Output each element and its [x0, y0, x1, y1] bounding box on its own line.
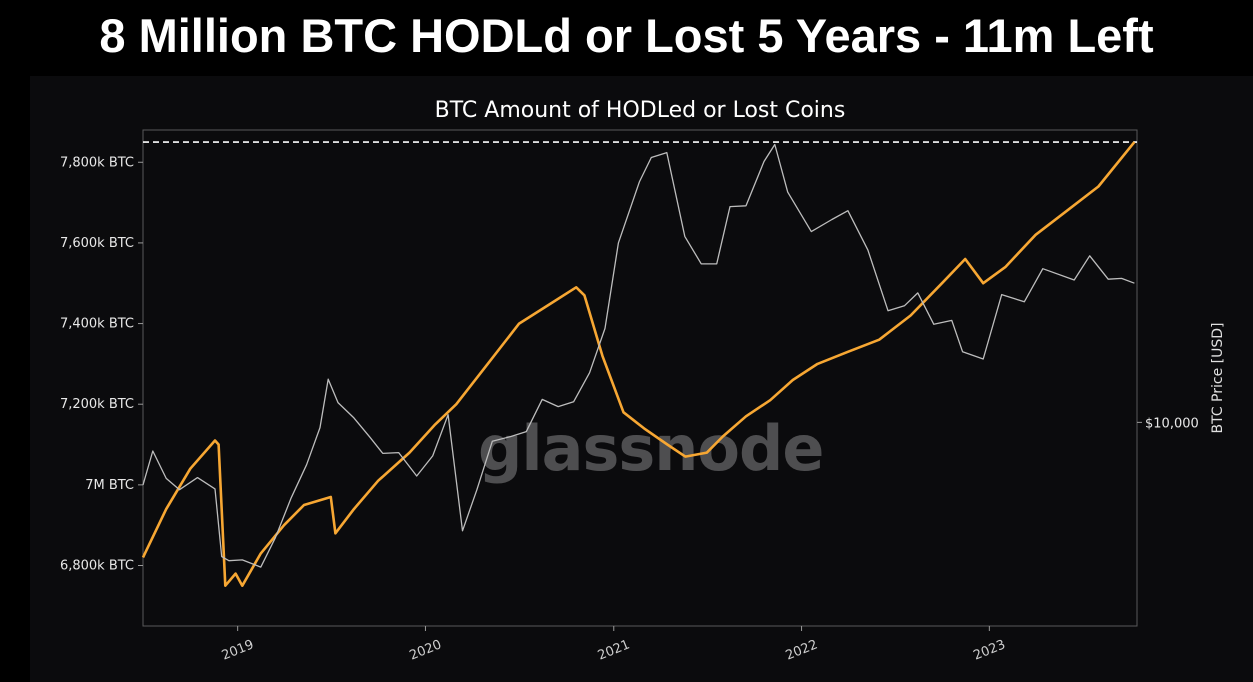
y-tick-label: 6,800k BTC — [60, 559, 134, 574]
right-tick-label: $10,000 — [1145, 416, 1199, 431]
right-axis: $10,000 — [1137, 416, 1199, 431]
y-tick-label: 7,600k BTC — [60, 236, 134, 251]
y-axis: 6,800k BTC 7M BTC 7,200k BTC 7,400k BTC 7,60… — [60, 155, 143, 574]
plot-frame — [142, 129, 1138, 627]
hodl-chart: BTC Amount of HODLed or Lost Coins 6,800… — [60, 98, 1226, 664]
price-series-line — [142, 143, 1135, 568]
watermark: glassnode — [478, 412, 824, 485]
x-axis: 2019 2020 2021 2022 2023 — [220, 626, 1008, 664]
x-tick-label: 2021 — [596, 637, 632, 663]
y-tick-label: 7,200k BTC — [60, 397, 134, 412]
y-tick-label: 7,800k BTC — [60, 155, 134, 170]
chart-title: BTC Amount of HODLed or Lost Coins — [435, 98, 846, 123]
y-tick-label: 7M BTC — [85, 478, 134, 493]
hodl-series-line — [141, 141, 1136, 588]
x-tick-label: 2020 — [407, 637, 443, 663]
right-axis-label: BTC Price [USD] — [1210, 322, 1226, 433]
headline: 8 Million BTC HODLd or Lost 5 Years - 11… — [99, 9, 1154, 62]
x-tick-label: 2019 — [220, 637, 256, 663]
x-tick-label: 2023 — [971, 637, 1007, 663]
y-tick-label: 7,400k BTC — [60, 317, 134, 332]
chart-panel: glassnode BTC Amount of HODLed or Lost C… — [30, 76, 1253, 682]
series-group — [141, 141, 1137, 588]
x-tick-label: 2022 — [784, 637, 820, 663]
